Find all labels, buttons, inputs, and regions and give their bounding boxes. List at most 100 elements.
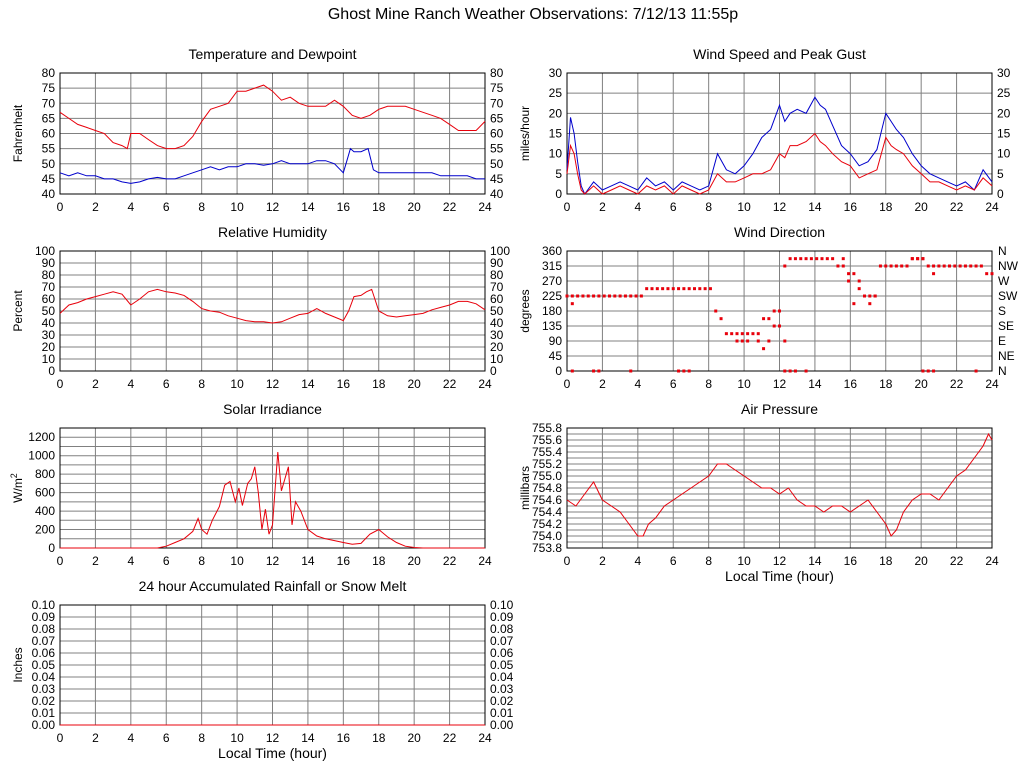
y-tick-label-right: 30 (997, 66, 1011, 80)
compass-label: SW (998, 289, 1018, 303)
data-point (847, 279, 851, 283)
series-line-red (60, 451, 485, 549)
compass-label: N (998, 364, 1007, 378)
y-axis-label: miles/hour (518, 106, 532, 161)
y-tick-label: 0 (555, 187, 562, 201)
series-line-red (59, 84, 486, 150)
data-point (937, 264, 941, 268)
data-point (926, 369, 930, 373)
y-tick-label-right: 70 (490, 96, 504, 110)
x-tick-label: 0 (57, 377, 64, 391)
data-point (708, 287, 712, 291)
x-tick-label: 12 (773, 377, 787, 391)
x-tick-label: 2 (92, 200, 99, 214)
data-point (629, 369, 633, 373)
compass-label: W (998, 274, 1010, 288)
x-tick-label: 16 (337, 377, 351, 391)
x-tick-label: 10 (737, 377, 751, 391)
y-tick-label-right: 0.04 (490, 670, 514, 684)
y-tick-label-right: 80 (490, 268, 504, 282)
y-axis-label: millibars (518, 466, 532, 510)
data-point (730, 332, 734, 336)
y-tick-label: 600 (35, 486, 55, 500)
x-tick-label: 16 (844, 554, 858, 568)
data-point (740, 332, 744, 336)
x-tick-label: 18 (879, 200, 893, 214)
data-point (953, 264, 957, 268)
x-tick-label: 4 (127, 554, 134, 568)
x-tick-label: 14 (301, 200, 315, 214)
y-tick-label-right: 55 (490, 142, 504, 156)
y-tick-label: 65 (42, 111, 56, 125)
x-tick-label: 24 (985, 554, 999, 568)
data-point (900, 264, 904, 268)
series-line-red (59, 288, 486, 324)
y-tick-label: 1000 (28, 449, 55, 463)
y-tick-label: 755.2 (532, 457, 562, 471)
data-point (746, 332, 750, 336)
y-tick-label: 753.8 (532, 541, 562, 555)
y-tick-label: 755.4 (532, 445, 562, 459)
x-tick-label: 18 (372, 200, 386, 214)
y-axis-label: degrees (518, 289, 532, 332)
data-point (788, 369, 792, 373)
y-tick-label-right: 0.00 (490, 718, 514, 732)
x-tick-label: 16 (844, 377, 858, 391)
data-point (868, 302, 872, 306)
x-tick-label: 14 (808, 377, 822, 391)
x-tick-label: 10 (737, 200, 751, 214)
data-point (714, 309, 718, 313)
data-point (629, 294, 633, 298)
y-tick-label: 5 (555, 167, 562, 181)
data-point (958, 264, 962, 268)
compass-label: S (998, 304, 1006, 318)
compass-label: SE (998, 319, 1014, 333)
y-tick-label: 20 (42, 340, 56, 354)
y-tick-label: 755.8 (532, 421, 562, 435)
y-tick-label: 754.4 (532, 505, 562, 519)
y-tick-label-right: 65 (490, 111, 504, 125)
data-point (687, 287, 691, 291)
x-tick-label: 4 (634, 554, 641, 568)
x-tick-label: 20 (914, 200, 928, 214)
y-tick-label: 400 (35, 504, 55, 518)
y-tick-label: 754.2 (532, 517, 562, 531)
plot-frame (59, 250, 486, 372)
y-tick-label-right: 90 (490, 256, 504, 270)
x-tick-label: 24 (985, 200, 999, 214)
data-point (698, 287, 702, 291)
y-tick-label-right: 40 (490, 187, 504, 201)
y-tick-label: 0 (48, 364, 55, 378)
data-point (804, 369, 808, 373)
data-point (979, 264, 983, 268)
y-tick-label-right: 10 (490, 352, 504, 366)
data-point (740, 339, 744, 343)
y-tick-label: 70 (42, 96, 56, 110)
data-point (735, 332, 739, 336)
y-tick-label-right: 80 (490, 66, 504, 80)
y-tick-label: 70 (42, 280, 56, 294)
y-tick-label: 0.00 (32, 718, 56, 732)
y-tick-label: 0.03 (32, 682, 56, 696)
y-tick-label: 135 (542, 319, 562, 333)
y-tick-label: 225 (542, 289, 562, 303)
x-tick-label: 22 (443, 377, 457, 391)
chart-title: Air Pressure (741, 401, 818, 417)
y-tick-label: 180 (542, 304, 562, 318)
x-tick-label: 20 (407, 731, 421, 745)
y-tick-label: 315 (542, 259, 562, 273)
x-tick-label: 24 (478, 731, 492, 745)
data-point (942, 264, 946, 268)
x-tick-label: 8 (198, 200, 205, 214)
data-point (778, 324, 781, 328)
y-tick-label: 45 (549, 349, 563, 363)
y-tick-label-right: 0.03 (490, 682, 514, 696)
y-tick-label: 50 (42, 304, 56, 318)
x-tick-label: 10 (737, 554, 751, 568)
y-tick-label-right: 0 (997, 187, 1004, 201)
x-tick-label: 2 (92, 377, 99, 391)
data-point (671, 287, 675, 291)
data-point (613, 294, 617, 298)
data-point (921, 369, 925, 373)
chart-title: Solar Irradiance (223, 401, 322, 417)
